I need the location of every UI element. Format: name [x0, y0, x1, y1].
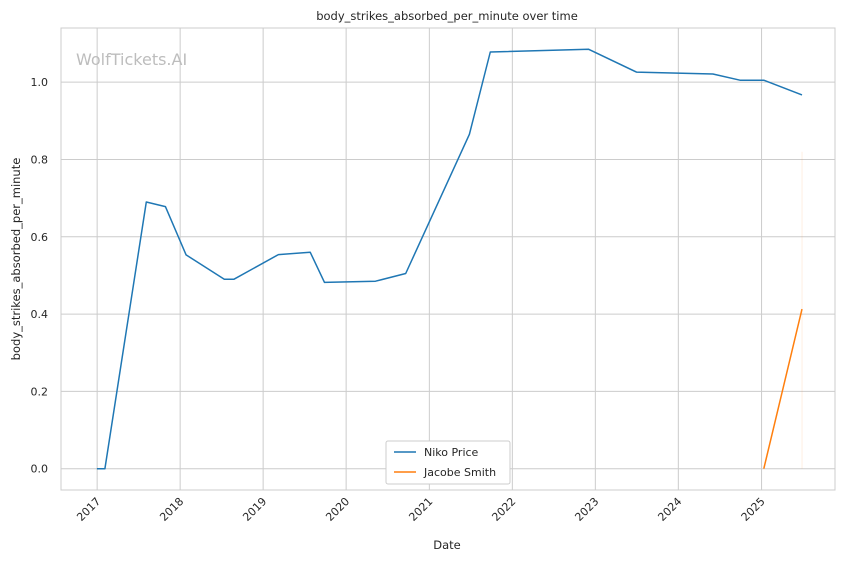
y-tick-labels: 0.0 0.2 0.4 0.6 0.8 1.0 [31, 76, 49, 476]
watermark-text: WolfTickets.AI [76, 50, 187, 69]
legend-box [385, 440, 511, 485]
chart-title: body_strikes_absorbed_per_minute over ti… [316, 9, 578, 23]
y-tick-label: 0.2 [31, 385, 49, 398]
series-line-niko-price [96, 48, 803, 470]
y-tick-label: 0.4 [31, 308, 49, 321]
legend-label-jacobe-smith: Jacobe Smith [423, 466, 496, 479]
series-line-jacobe-smith [763, 308, 803, 469]
x-tick-labels: 2017 2018 2019 2020 2021 2022 2023 2024 2025 [74, 495, 767, 524]
y-tick-label: 0.8 [31, 153, 49, 166]
plot-frame [60, 27, 836, 491]
x-axis-label: Date [433, 538, 461, 552]
legend-label-niko-price: Niko Price [424, 446, 479, 459]
legend: Niko Price Jacobe Smith [385, 440, 511, 485]
y-tick-label: 0.6 [31, 231, 49, 244]
y-tick-label: 1.0 [31, 76, 49, 89]
y-axis-label: body_strikes_absorbed_per_minute [9, 158, 23, 361]
y-tick-label: 0.0 [31, 463, 49, 476]
series-lines [96, 48, 803, 470]
